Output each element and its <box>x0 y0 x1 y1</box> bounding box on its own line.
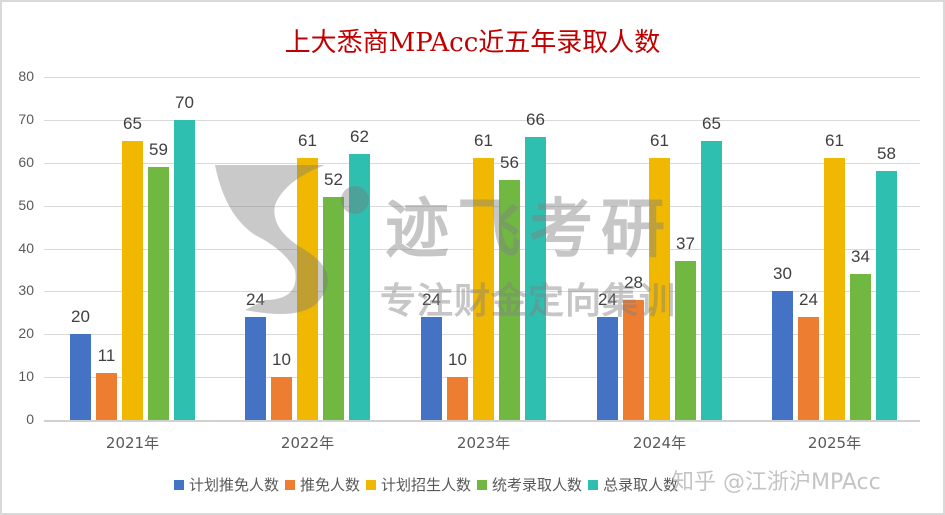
legend-item: 统考录取人数 <box>477 474 582 495</box>
watermark-main: 迹飞考研 <box>385 193 673 267</box>
bar <box>349 154 370 420</box>
legend-label: 总录取人数 <box>603 476 679 494</box>
bar <box>447 377 468 420</box>
data-label: 56 <box>500 152 519 172</box>
data-label: 24 <box>598 290 617 310</box>
data-label: 62 <box>350 127 369 147</box>
x-tick-label: 2023年 <box>456 434 511 452</box>
bar <box>421 317 442 420</box>
data-label: 24 <box>246 290 265 310</box>
bar <box>499 179 520 420</box>
data-label: 28 <box>624 272 643 292</box>
bar <box>798 317 819 420</box>
data-label: 30 <box>773 264 792 284</box>
y-tick-label: 50 <box>18 196 34 213</box>
y-tick-label: 60 <box>18 153 34 170</box>
bar <box>271 377 292 420</box>
y-tick-label: 70 <box>18 110 34 127</box>
chart-legend: 计划推免人数 推免人数 计划招生人数 统考录取人数 总录取人数 <box>174 474 684 495</box>
bar <box>525 137 546 420</box>
x-axis-line <box>44 420 920 422</box>
legend-item: 推免人数 <box>285 474 360 495</box>
bar <box>245 317 266 420</box>
legend-swatch-icon <box>588 479 599 490</box>
legend-item: 计划招生人数 <box>366 474 471 495</box>
source-watermark: 知乎 @江浙沪MPAcc <box>672 470 881 495</box>
chart-title: 上大悉商MPAcc近五年录取人数 <box>0 22 945 59</box>
data-label: 11 <box>97 345 116 365</box>
data-label: 61 <box>474 131 493 151</box>
y-tick-label: 30 <box>18 282 34 299</box>
bar <box>649 158 670 420</box>
y-tick-label: 20 <box>18 325 34 342</box>
bar <box>701 141 722 420</box>
gridline <box>44 77 920 78</box>
bar <box>323 197 344 420</box>
bar <box>824 158 845 420</box>
data-label: 52 <box>324 170 343 190</box>
x-tick-label: 2022年 <box>280 434 335 452</box>
data-label: 37 <box>676 234 695 254</box>
legend-label: 计划招生人数 <box>381 476 472 494</box>
bar <box>70 334 91 420</box>
bar <box>122 141 143 420</box>
legend-label: 推免人数 <box>300 476 361 494</box>
x-tick-label: 2025年 <box>807 434 862 452</box>
y-tick-label: 40 <box>18 239 34 256</box>
chart-title-text: 上大悉商MPAcc近五年录取人数 <box>284 28 661 58</box>
bar <box>297 158 318 420</box>
data-label: 58 <box>877 144 896 164</box>
bar <box>96 372 117 420</box>
data-label: 24 <box>799 290 818 310</box>
data-label: 59 <box>149 140 168 160</box>
bar <box>148 167 169 420</box>
bar <box>772 291 793 420</box>
watermark-logo-icon <box>215 165 369 314</box>
data-label: 20 <box>71 307 90 327</box>
data-label: 70 <box>175 92 194 112</box>
data-label: 66 <box>526 110 545 130</box>
bar <box>623 299 644 420</box>
x-tick-label: 2021年 <box>105 434 160 452</box>
bar <box>675 261 696 420</box>
legend-item: 总录取人数 <box>588 474 678 495</box>
legend-swatch-icon <box>174 479 184 490</box>
legend-swatch-icon <box>366 479 377 490</box>
legend-item: 计划推免人数 <box>174 474 279 495</box>
data-label: 61 <box>650 131 669 151</box>
bar <box>597 317 618 420</box>
bar <box>876 171 897 420</box>
bar <box>850 274 871 420</box>
watermark-sub: 专注财金定向集训 <box>380 281 677 322</box>
y-tick-label: 0 <box>26 411 34 427</box>
data-label: 65 <box>123 114 142 134</box>
y-tick-label: 80 <box>18 68 34 84</box>
bar <box>473 158 494 420</box>
bar <box>174 119 195 420</box>
gridline <box>44 119 920 121</box>
x-tick-label: 2024年 <box>632 434 687 452</box>
data-label: 61 <box>298 131 317 151</box>
data-label: 65 <box>702 114 721 134</box>
data-label: 10 <box>448 350 467 370</box>
legend-label: 统考录取人数 <box>492 476 583 494</box>
legend-swatch-icon <box>477 479 488 490</box>
data-label: 61 <box>825 131 844 151</box>
data-label: 34 <box>851 247 870 267</box>
legend-label: 计划推免人数 <box>189 476 280 494</box>
data-label: 24 <box>422 290 441 310</box>
data-label: 10 <box>272 350 291 370</box>
legend-swatch-icon <box>285 479 296 490</box>
y-tick-label: 10 <box>18 368 34 385</box>
